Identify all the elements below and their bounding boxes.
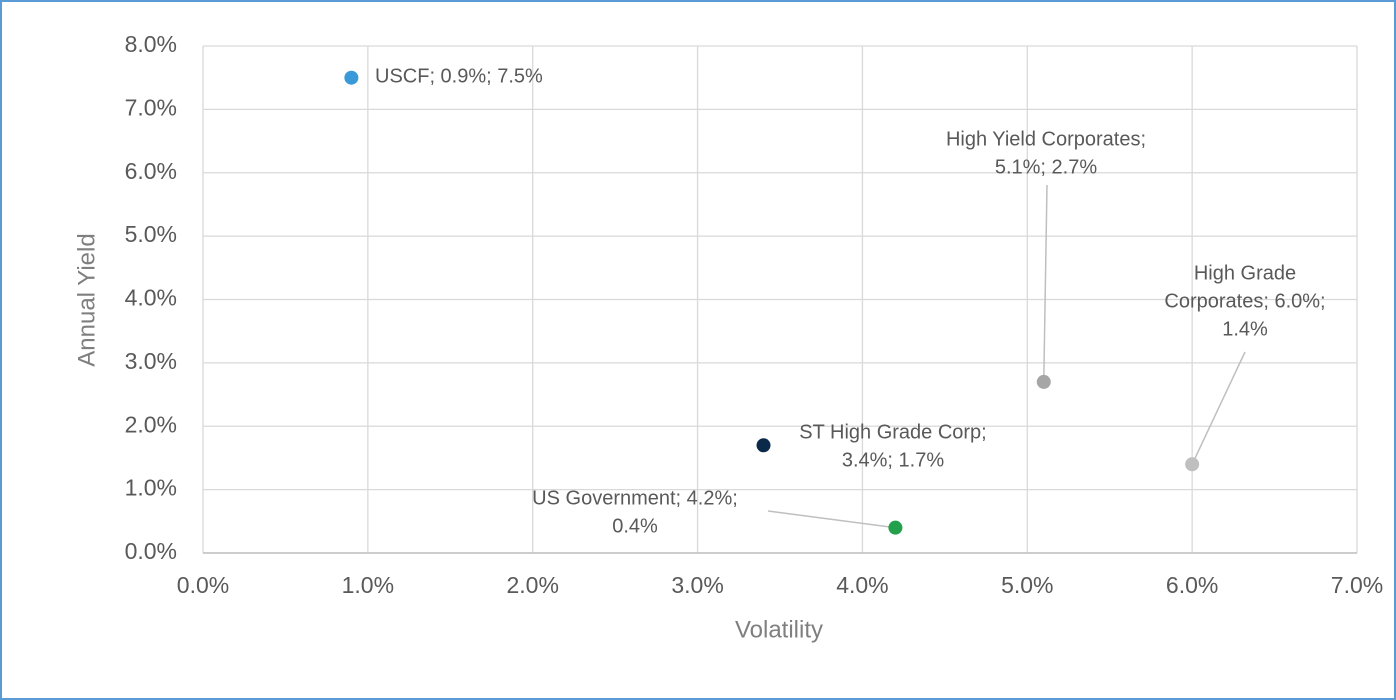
leader-line	[1191, 351, 1246, 465]
y-tick-label: 5.0%	[125, 221, 177, 247]
point	[344, 70, 359, 85]
y-tick-label: 7.0%	[125, 94, 177, 120]
leader-line	[1043, 184, 1048, 382]
x-tick-label: 3.0%	[671, 572, 723, 598]
point	[1185, 457, 1200, 472]
y-axis-title: Annual Yield	[73, 233, 100, 366]
point	[756, 438, 771, 453]
data-label: High Grade	[1194, 262, 1296, 284]
data-label: USCF; 0.9%; 7.5%	[375, 65, 543, 87]
data-label: ST High Grade Corp;	[799, 421, 987, 443]
x-tick-label: 2.0%	[506, 572, 558, 598]
x-tick-label: 1.0%	[342, 572, 394, 598]
data-label: Corporates; 6.0%;	[1164, 290, 1325, 312]
leader-line	[767, 510, 896, 529]
y-tick-label: 0.0%	[125, 538, 177, 564]
x-tick-label: 0.0%	[177, 572, 229, 598]
point	[888, 520, 903, 535]
y-tick-label: 3.0%	[125, 348, 177, 374]
data-label: 0.4%	[612, 515, 658, 537]
data-label: 1.4%	[1222, 318, 1268, 340]
data-label: 3.4%; 1.7%	[842, 449, 945, 471]
x-tick-label: 6.0%	[1166, 572, 1218, 598]
x-axis-title: Volatility	[735, 616, 823, 643]
y-tick-label: 2.0%	[125, 411, 177, 437]
x-tick-label: 4.0%	[836, 572, 888, 598]
point	[1036, 374, 1051, 389]
x-tick-label: 7.0%	[1331, 572, 1383, 598]
y-tick-label: 4.0%	[125, 285, 177, 311]
y-tick-label: 8.0%	[125, 31, 177, 57]
y-tick-label: 6.0%	[125, 158, 177, 184]
data-label: US Government; 4.2%;	[532, 487, 738, 509]
x-tick-label: 5.0%	[1001, 572, 1053, 598]
data-label: 5.1%; 2.7%	[995, 156, 1098, 178]
y-tick-label: 1.0%	[125, 475, 177, 501]
data-label: High Yield Corporates;	[946, 128, 1146, 150]
